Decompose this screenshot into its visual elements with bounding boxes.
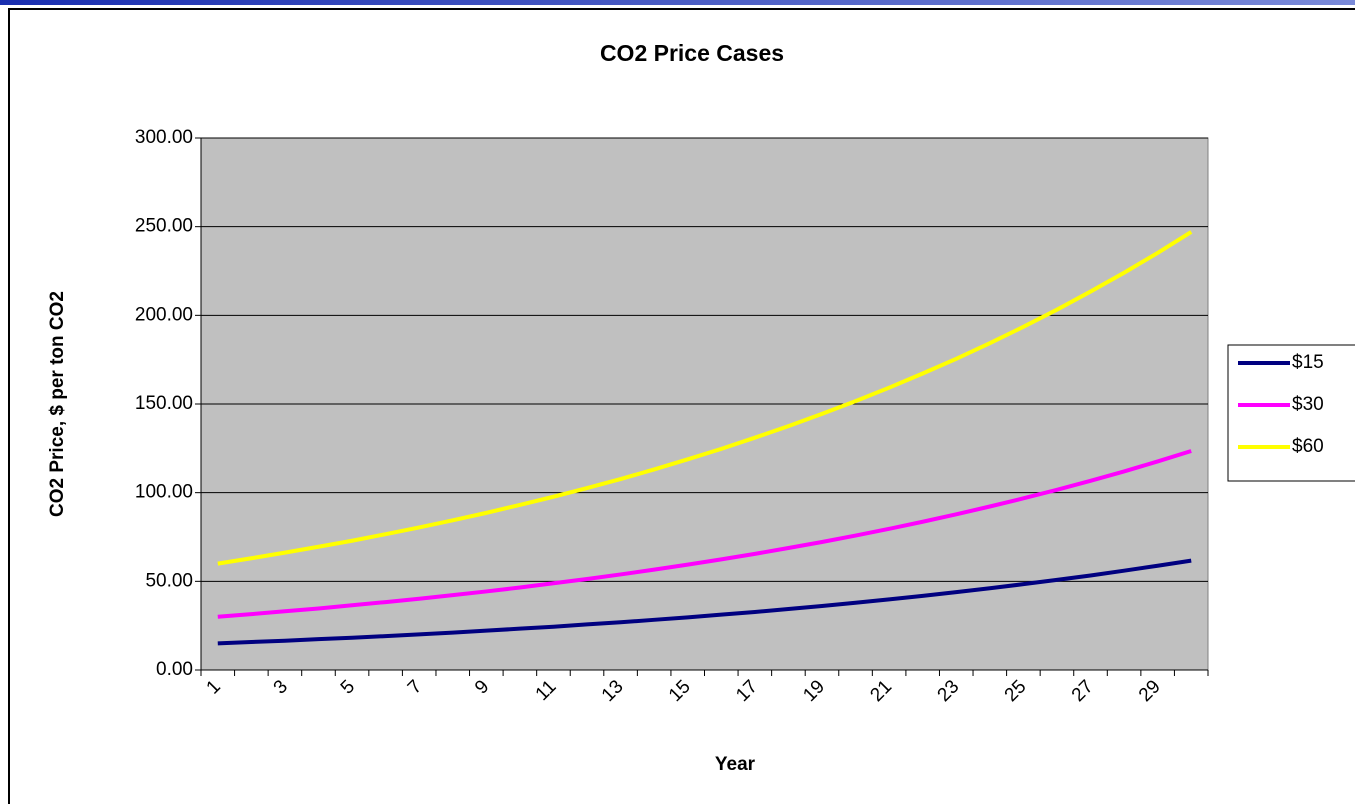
series-line [217, 449, 1192, 619]
y-tick-label: 0.00 [156, 659, 193, 680]
legend-box [1227, 344, 1355, 482]
x-axis-label: Year [715, 754, 756, 775]
y-tick-label: 50.00 [145, 570, 193, 591]
legend-label: $30 [1292, 394, 1324, 415]
y-tick-label: 200.00 [135, 304, 193, 325]
series-line [217, 558, 1192, 646]
y-axis-label: CO2 Price, $ per ton CO2 [47, 291, 68, 517]
y-tick-label: 150.00 [135, 393, 193, 414]
series-line [217, 230, 1193, 566]
y-tick-label: 250.00 [135, 216, 193, 237]
y-tick-label: 300.00 [135, 127, 193, 148]
chart-title: CO2 Price Cases [600, 40, 784, 66]
legend-label: $60 [1292, 436, 1324, 457]
legend-label: $15 [1292, 352, 1324, 373]
y-tick-label: 100.00 [135, 482, 193, 503]
top-bar [0, 0, 1355, 5]
